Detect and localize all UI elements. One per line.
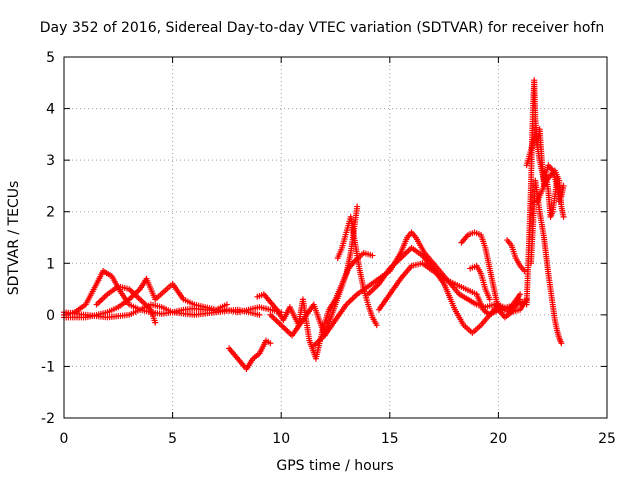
series-s18 bbox=[534, 167, 567, 220]
data-point bbox=[521, 268, 528, 275]
series-s12 bbox=[458, 229, 524, 321]
chart-title: Day 352 of 2016, Sidereal Day-to-day VTE… bbox=[40, 20, 604, 36]
x-tick-label: 5 bbox=[168, 431, 177, 447]
data-point bbox=[560, 213, 567, 220]
y-tick-label: 1 bbox=[46, 256, 55, 272]
series-s13 bbox=[467, 262, 493, 303]
y-axis-label: SDTVAR / TECUs bbox=[6, 181, 22, 296]
series-s11 bbox=[375, 260, 524, 318]
data-point bbox=[152, 319, 159, 326]
data-point bbox=[267, 340, 274, 347]
y-tick-label: 5 bbox=[46, 50, 55, 66]
y-tick-label: 4 bbox=[46, 102, 55, 118]
data-point bbox=[560, 182, 567, 189]
x-tick-label: 10 bbox=[272, 431, 290, 447]
plot-frame bbox=[63, 56, 608, 419]
y-tick-label: 3 bbox=[46, 153, 55, 169]
data-point bbox=[256, 311, 263, 318]
data-point bbox=[517, 291, 524, 298]
series-s17 bbox=[527, 177, 565, 347]
series-s4 bbox=[93, 283, 159, 326]
y-tick-label: 2 bbox=[46, 205, 55, 221]
x-tick-label: 0 bbox=[60, 431, 69, 447]
data-point bbox=[373, 322, 380, 329]
x-tick-label: 25 bbox=[598, 431, 616, 447]
data-points bbox=[61, 77, 567, 373]
y-tick-label: -1 bbox=[41, 359, 55, 375]
data-point bbox=[486, 296, 493, 303]
x-tick-label: 20 bbox=[489, 431, 507, 447]
data-point bbox=[369, 252, 376, 259]
grid bbox=[64, 57, 607, 418]
data-point bbox=[223, 301, 230, 308]
data-point bbox=[517, 296, 524, 303]
series-s15 bbox=[523, 77, 563, 308]
series-s14 bbox=[504, 237, 528, 275]
series-s5 bbox=[226, 337, 274, 373]
y-tick-label: -2 bbox=[41, 411, 55, 427]
x-axis-label: GPS time / hours bbox=[276, 458, 393, 474]
data-point bbox=[354, 203, 361, 210]
series-s3 bbox=[61, 301, 263, 321]
y-tick-label: 0 bbox=[46, 308, 55, 324]
x-tick-label: 15 bbox=[381, 431, 399, 447]
series-s2 bbox=[61, 275, 230, 321]
data-point bbox=[558, 340, 565, 347]
